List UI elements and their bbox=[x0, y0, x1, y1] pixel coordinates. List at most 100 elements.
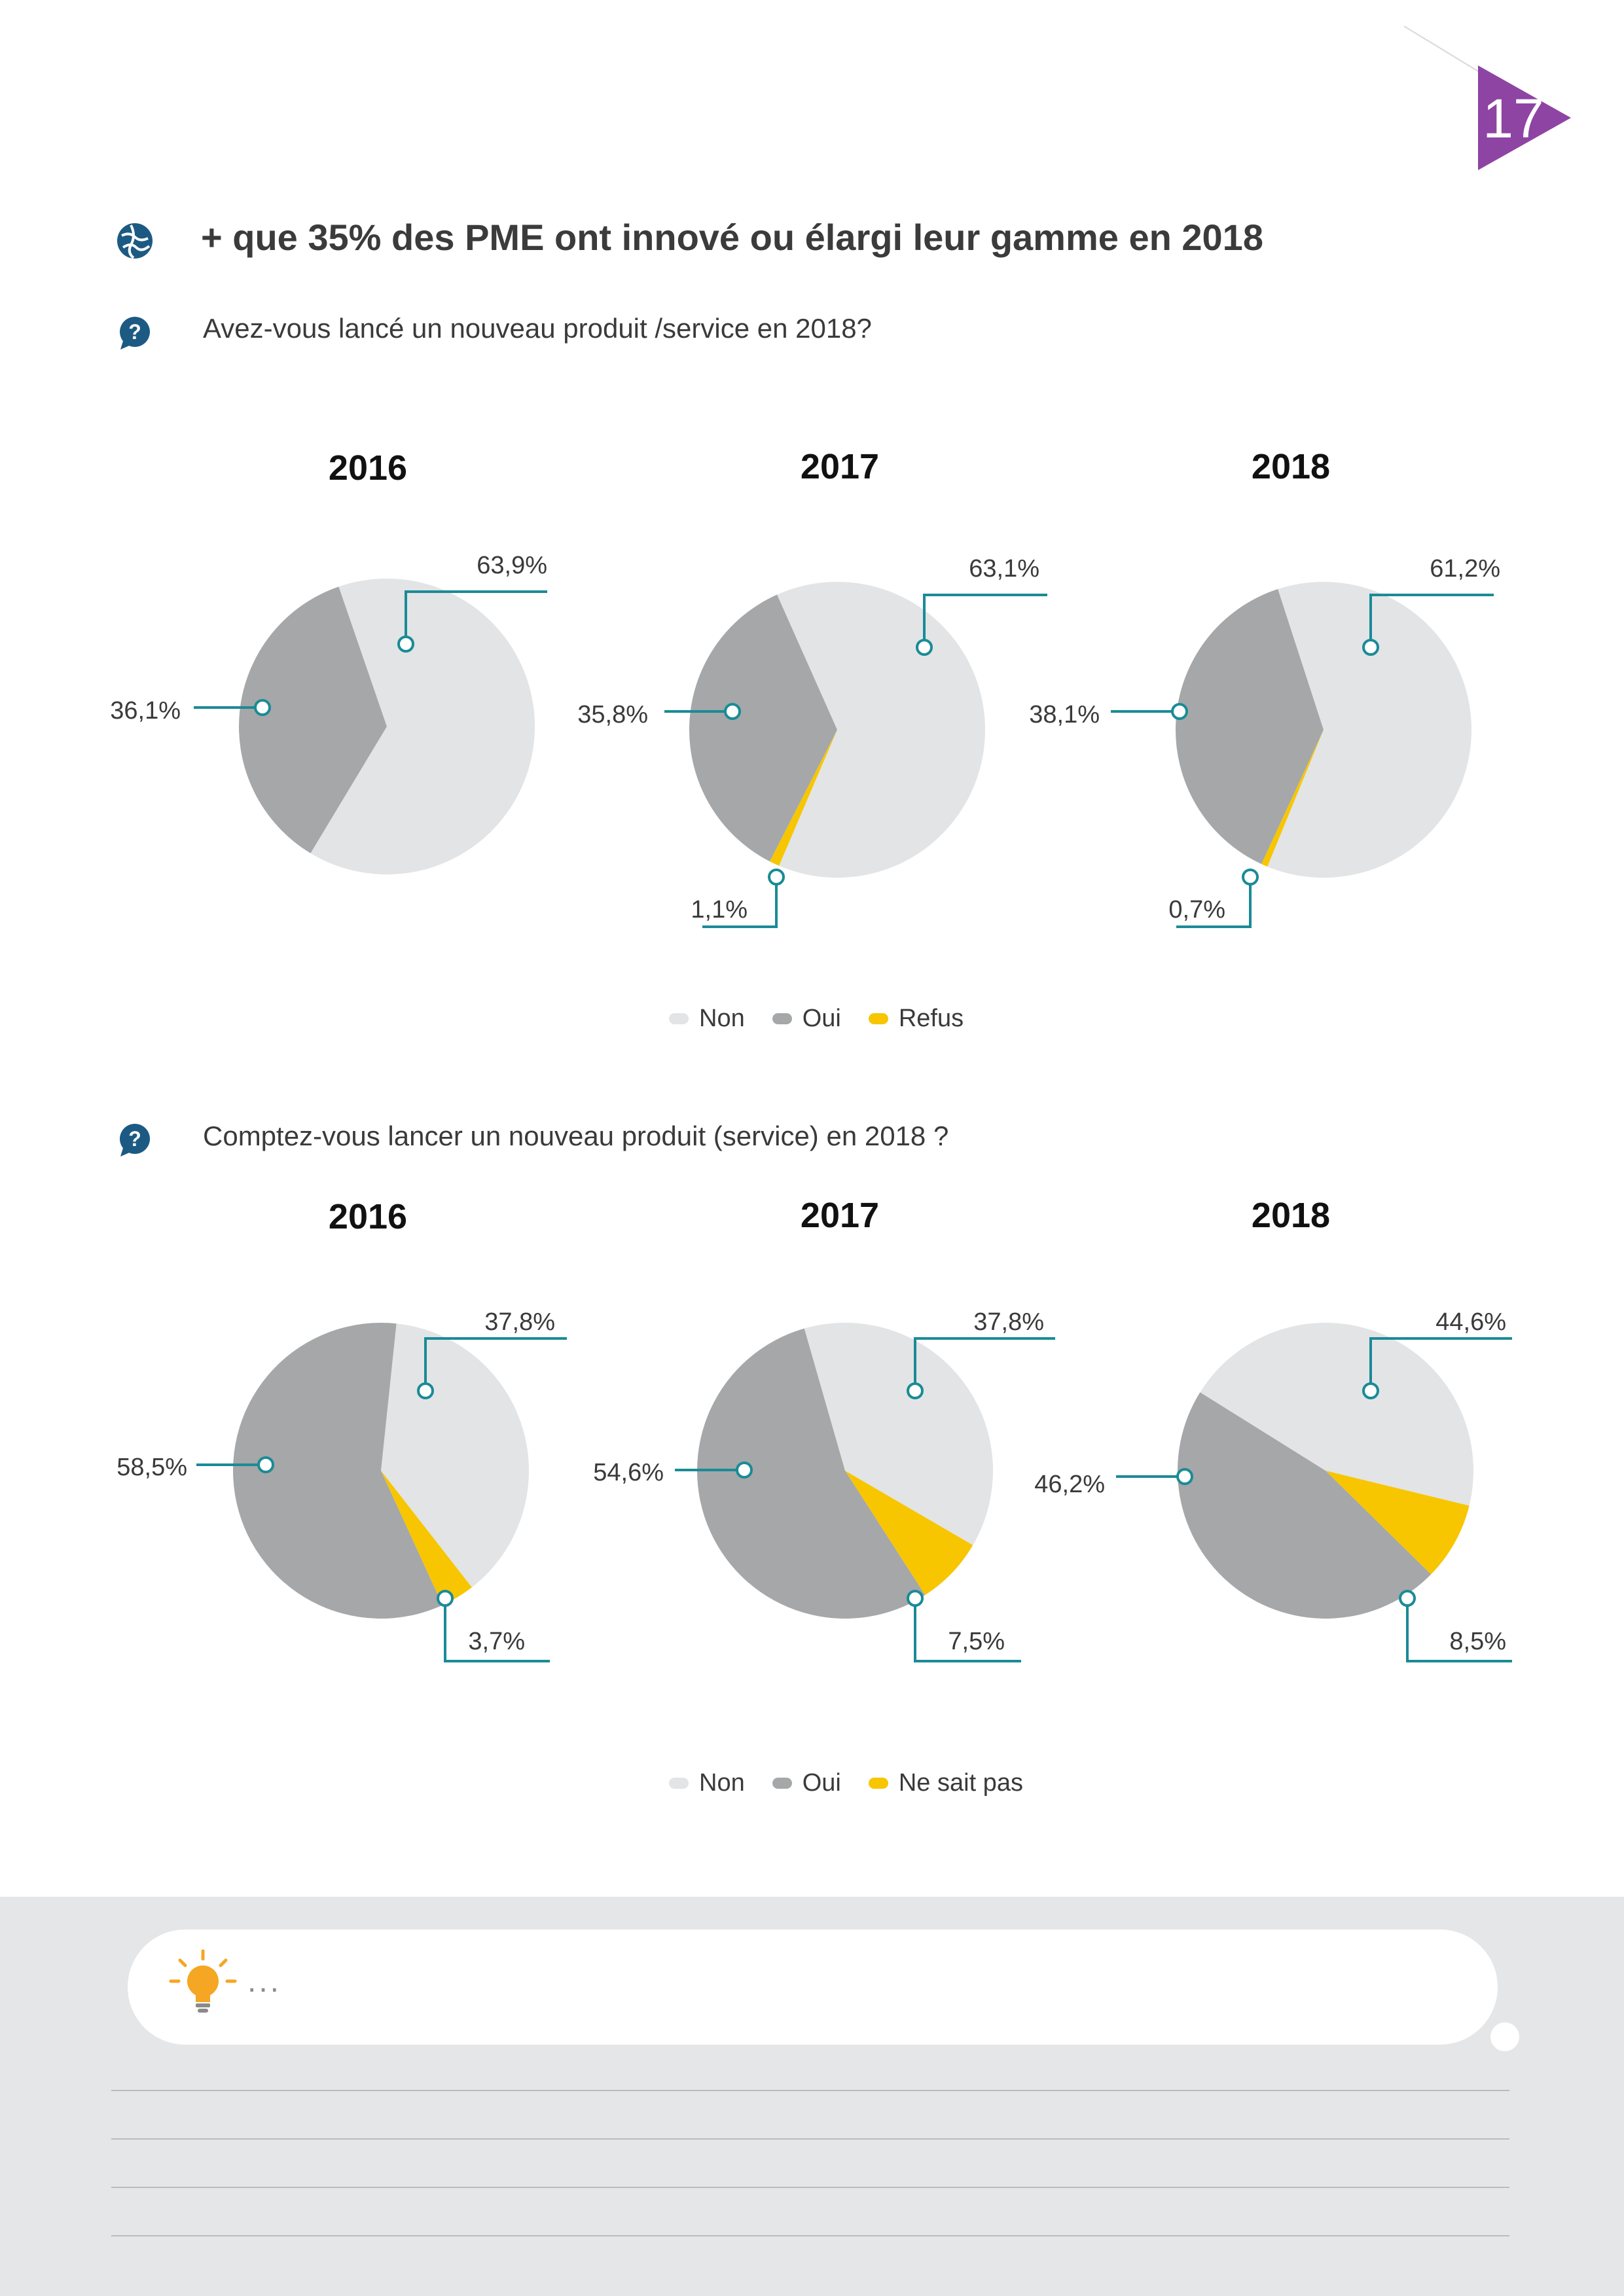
question-1-text: Avez-vous lancé un nouveau produit /serv… bbox=[203, 313, 872, 344]
globe-icon bbox=[117, 223, 153, 259]
leader-dot bbox=[724, 703, 741, 720]
note-line bbox=[111, 2187, 1509, 2188]
pie-slice-oui bbox=[696, 1328, 926, 1619]
pie-slice-third bbox=[1261, 730, 1324, 867]
data-label-non: 44,6% bbox=[1435, 1308, 1506, 1336]
leader-dot bbox=[257, 1456, 274, 1473]
legend-swatch bbox=[868, 1778, 888, 1789]
leader-line bbox=[1369, 1337, 1512, 1391]
data-label-oui: 46,2% bbox=[1034, 1471, 1105, 1498]
pie-chart-2017: 37,8% 54,6% 7,5% bbox=[593, 1308, 1055, 1662]
pie-slice-third bbox=[1326, 1471, 1470, 1575]
leader-dot bbox=[417, 1382, 434, 1399]
legend-swatch bbox=[772, 1013, 792, 1024]
svg-text:?: ? bbox=[128, 1127, 141, 1151]
chart-title-2017-q1: 2017 bbox=[800, 447, 880, 486]
pie-slice-oui bbox=[1178, 1392, 1432, 1619]
pie-slice-oui bbox=[689, 594, 837, 862]
legend-item-refus: Refus bbox=[868, 1005, 964, 1033]
leader-dot bbox=[916, 639, 933, 656]
legend-label: Ne sait pas bbox=[898, 1769, 1023, 1797]
pie-slice-non bbox=[1200, 1323, 1473, 1506]
pie-slice-non bbox=[777, 582, 985, 878]
pie-slice-third bbox=[769, 730, 837, 866]
chart-title-2018-q2: 2018 bbox=[1251, 1196, 1331, 1235]
legend-q1: Non Oui Refus bbox=[669, 1005, 991, 1033]
legend-label: Non bbox=[699, 1005, 745, 1032]
legend-item-ne-sait-pas: Ne sait pas bbox=[868, 1769, 1023, 1797]
leader-dot bbox=[397, 636, 414, 653]
pie-chart-2016: 37,8% 58,5% 3,7% bbox=[117, 1308, 567, 1662]
data-label-third: 7,5% bbox=[948, 1628, 1005, 1655]
leader-dot bbox=[768, 869, 785, 886]
data-label-non: 37,8% bbox=[484, 1308, 555, 1336]
pie-slice-oui bbox=[232, 1323, 443, 1619]
pie-slice-oui bbox=[1176, 589, 1324, 865]
legend-label: Oui bbox=[802, 1005, 841, 1032]
question-bubble-icon: ? bbox=[120, 317, 150, 350]
data-label-oui: 58,5% bbox=[117, 1454, 187, 1481]
pie-chart-2017: 63,1% 35,8% 1,1% bbox=[577, 555, 1047, 928]
data-label-third: 1,1% bbox=[691, 896, 748, 924]
chart-title-2016-q1: 2016 bbox=[328, 448, 408, 488]
data-label-third: 3,7% bbox=[468, 1628, 525, 1655]
pie-charts: 63,9% 36,1% 63,1% 35,8% 1,1% 61,2% 38,1% 0,7% 37… bbox=[110, 552, 1512, 1662]
leader-line bbox=[914, 1337, 1055, 1391]
chart-title-2016-q2: 2016 bbox=[328, 1197, 408, 1236]
leader-line bbox=[1369, 594, 1494, 647]
note-line bbox=[111, 2235, 1509, 2236]
leader-line bbox=[444, 1598, 550, 1662]
note-line bbox=[111, 2138, 1509, 2140]
pie-slice-third bbox=[845, 1471, 973, 1596]
legend-label: Refus bbox=[898, 1005, 964, 1032]
note-line bbox=[111, 2090, 1509, 2091]
question-bubble-icon: ? bbox=[120, 1124, 150, 1157]
data-label-non: 37,8% bbox=[973, 1308, 1044, 1336]
leader-line bbox=[702, 877, 778, 928]
pie-slice-non bbox=[804, 1323, 993, 1545]
legend-label: Oui bbox=[802, 1769, 841, 1797]
data-label-oui: 38,1% bbox=[1029, 701, 1100, 728]
chart-title-2017-q2: 2017 bbox=[800, 1196, 880, 1235]
leader-dot bbox=[1242, 869, 1259, 886]
data-label-third: 8,5% bbox=[1449, 1628, 1506, 1655]
data-label-non: 63,1% bbox=[969, 555, 1039, 583]
leader-dot bbox=[907, 1590, 924, 1607]
leader-line bbox=[914, 1598, 1021, 1662]
lightbulb-icon bbox=[169, 1949, 237, 2013]
page-number: 17 bbox=[1483, 88, 1543, 149]
data-label-oui: 36,1% bbox=[110, 697, 181, 725]
legend-item-oui: Oui bbox=[772, 1769, 841, 1797]
data-label-non: 63,9% bbox=[477, 552, 547, 579]
leader-dot bbox=[254, 699, 271, 716]
pie-chart-2018: 44,6% 46,2% 8,5% bbox=[1034, 1308, 1512, 1662]
data-label-non: 61,2% bbox=[1430, 555, 1500, 583]
leader-dot bbox=[437, 1590, 454, 1607]
pie-chart-2018: 61,2% 38,1% 0,7% bbox=[1029, 555, 1500, 928]
note-placeholder: ... bbox=[247, 1964, 282, 1999]
pie-slice-oui bbox=[238, 586, 387, 853]
leader-line bbox=[424, 1337, 567, 1391]
page-headline: + que 35% des PME ont innové ou élargi l… bbox=[201, 217, 1263, 258]
leader-dot bbox=[1176, 1468, 1193, 1485]
leader-dot bbox=[1399, 1590, 1416, 1607]
leader-dot bbox=[1362, 1382, 1379, 1399]
legend-swatch bbox=[868, 1013, 888, 1024]
legend-swatch bbox=[669, 1778, 689, 1789]
legend-swatch bbox=[772, 1778, 792, 1789]
leader-line bbox=[405, 590, 547, 644]
leader-line bbox=[1176, 877, 1252, 928]
pie-slice-non bbox=[1267, 581, 1472, 878]
legend-item-non: Non bbox=[669, 1005, 745, 1033]
data-label-oui: 35,8% bbox=[577, 701, 648, 728]
note-bubble bbox=[128, 1929, 1498, 2045]
leader-dot bbox=[736, 1462, 753, 1479]
leader-line bbox=[1406, 1598, 1512, 1662]
data-label-oui: 54,6% bbox=[593, 1459, 664, 1486]
svg-text:?: ? bbox=[128, 320, 141, 344]
leader-dot bbox=[1171, 703, 1188, 720]
pie-chart-2016: 63,9% 36,1% bbox=[110, 552, 547, 874]
leader-line bbox=[923, 594, 1047, 647]
pie-slice-non bbox=[310, 579, 535, 874]
legend-q2: Non Oui Ne sait pas bbox=[669, 1769, 1051, 1797]
